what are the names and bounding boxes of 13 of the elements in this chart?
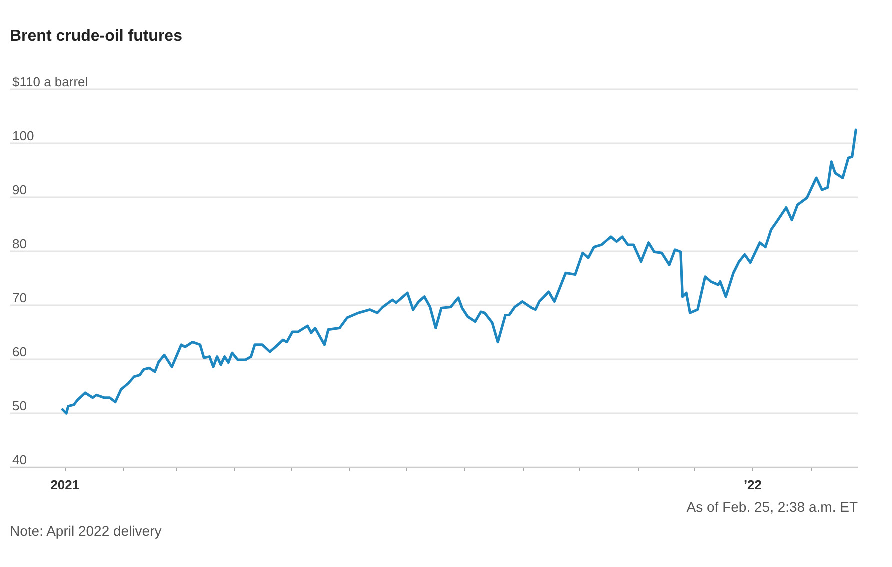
y-tick-label: 90 — [12, 182, 27, 198]
chart-title: Brent crude-oil futures — [10, 28, 182, 46]
y-tick-label: 100 — [12, 128, 34, 144]
y-tick-label: 40 — [12, 452, 27, 468]
y-tick-label: 60 — [12, 344, 27, 360]
text: Note: April 2022 delivery — [10, 523, 162, 539]
y-tick-label: 70 — [12, 290, 27, 306]
text: As of Feb. 25, 2:38 a.m. ET — [686, 499, 858, 515]
y-tick-label: $110 a barrel — [12, 74, 88, 90]
x-tick-label: 2021 — [50, 478, 80, 492]
y-tick-label: 50 — [12, 398, 27, 414]
y-tick-label: 80 — [12, 236, 27, 252]
x-tick-label: ’22 — [744, 478, 762, 492]
